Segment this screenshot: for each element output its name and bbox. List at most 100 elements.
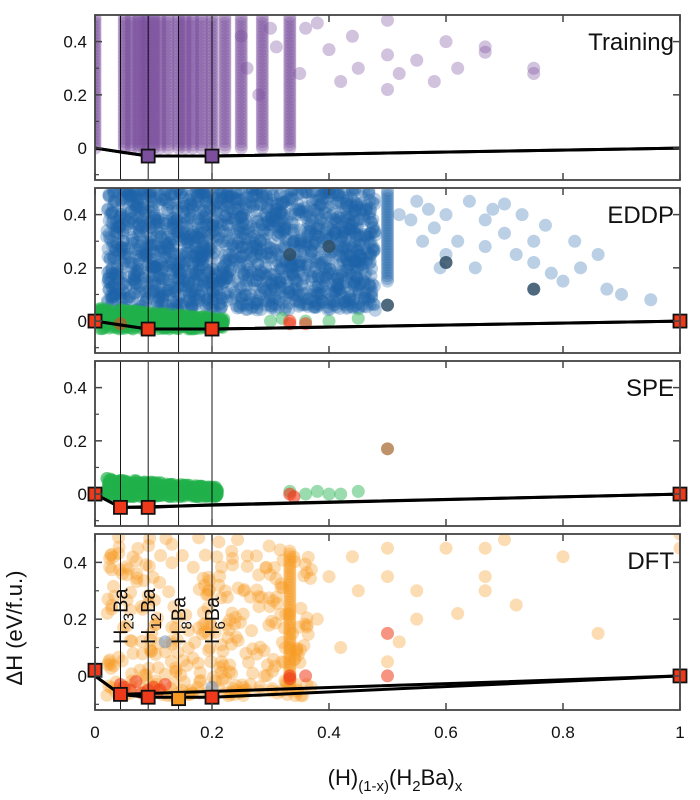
point-training [147, 64, 160, 78]
point-training [124, 119, 138, 133]
point-eddp [199, 194, 213, 208]
point-training [283, 52, 297, 66]
point-eddp [101, 266, 115, 280]
point-eddp [273, 226, 287, 240]
point-eddp [154, 230, 168, 244]
point-eddp [364, 290, 378, 304]
point-eddp [274, 259, 288, 273]
point-eddp [268, 292, 282, 306]
point-eddp [186, 280, 200, 294]
point-training [194, 36, 208, 50]
point-training [255, 23, 269, 37]
point-green [133, 305, 147, 319]
point-eddp [263, 287, 277, 301]
point-eddp [366, 221, 380, 235]
point-eddp [339, 279, 353, 293]
point-eddp [359, 266, 373, 280]
point-eddp [140, 225, 154, 239]
point-training [153, 55, 167, 69]
point-eddp [188, 267, 202, 281]
point-eddp [256, 223, 270, 237]
point-green [188, 310, 202, 324]
point-eddp [218, 248, 232, 262]
compound-label-sub: 6 [212, 621, 229, 629]
point-eddp [146, 252, 160, 266]
point-highlight [527, 282, 541, 296]
point-eddp [317, 188, 331, 198]
point-eddp [246, 189, 260, 203]
point-training [95, 122, 102, 136]
point-training [153, 77, 167, 91]
point-eddp [274, 262, 288, 276]
point-eddp [238, 237, 252, 251]
point-training [95, 128, 102, 142]
point-eddp [184, 198, 198, 212]
point-training [147, 39, 160, 53]
point-eddp [272, 300, 286, 314]
point-training [117, 122, 131, 136]
point-eddp [192, 278, 206, 292]
point-training [161, 128, 175, 142]
point-training [153, 17, 167, 31]
point-eddp [324, 277, 338, 291]
point-eddp [215, 291, 229, 305]
point-training [124, 100, 138, 114]
point-eddp [290, 275, 304, 289]
point-eddp [136, 246, 150, 260]
point-eddp [313, 198, 327, 212]
point-eddp [207, 223, 221, 237]
point-eddp [156, 213, 170, 227]
point-training [194, 116, 208, 130]
point-eddp [213, 297, 227, 311]
point-eddp [362, 188, 376, 197]
point-eddp [157, 188, 171, 201]
point-training [299, 21, 313, 35]
point-eddp [351, 262, 365, 276]
point-training [478, 45, 492, 59]
point-eddp [102, 283, 116, 297]
point-orange [252, 568, 266, 582]
point-training [137, 128, 151, 142]
point-orange [478, 541, 492, 555]
point-training [234, 45, 248, 59]
point-eddp [363, 280, 377, 294]
point-eddp [167, 271, 181, 285]
point-green [174, 317, 188, 331]
point-red [381, 626, 394, 640]
point-training [255, 106, 269, 120]
point-eddp [230, 223, 244, 237]
point-eddp [161, 273, 175, 287]
point-green [156, 313, 170, 327]
point-eddp [154, 268, 168, 282]
point-training [95, 39, 102, 53]
point-green [117, 305, 131, 319]
point-eddp [314, 259, 328, 273]
point-orange [242, 655, 256, 669]
point-eddp [235, 292, 249, 306]
point-eddp [281, 282, 295, 296]
point-eddp [219, 199, 233, 213]
point-eddp [214, 191, 228, 205]
point-eddp [364, 226, 378, 240]
point-training [269, 40, 283, 54]
point-training [95, 135, 102, 149]
point-eddp [191, 221, 205, 235]
point-training [153, 42, 167, 56]
point-green [178, 483, 192, 497]
point-training [124, 77, 138, 91]
point-training [283, 45, 297, 59]
point-eddp [334, 206, 348, 220]
x-axis-title-sub-d: 2 [412, 778, 420, 795]
point-eddp [225, 188, 239, 202]
point-red [299, 669, 313, 683]
point-eddp [348, 299, 362, 313]
compound-label: H8Ba [169, 596, 196, 644]
point-eddp [282, 302, 296, 316]
point-training [255, 68, 269, 82]
point-eddp [381, 188, 394, 200]
point-green [166, 317, 180, 331]
point-eddp [116, 277, 130, 291]
point-training [234, 29, 248, 43]
point-training [117, 64, 131, 78]
point-eddp [295, 265, 309, 279]
